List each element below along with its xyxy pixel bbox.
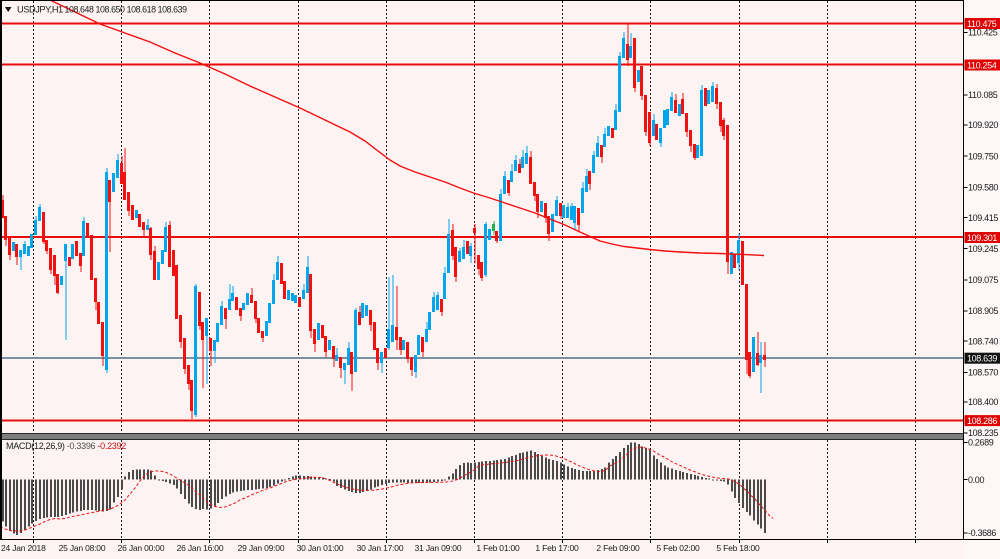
svg-text:109.580: 109.580 — [968, 183, 998, 193]
svg-text:0.00: 0.00 — [968, 475, 984, 485]
svg-text:24 Jan 2018: 24 Jan 2018 — [1, 543, 46, 553]
svg-text:30 Jan 17:00: 30 Jan 17:00 — [357, 543, 404, 553]
svg-text:110.475: 110.475 — [967, 19, 997, 29]
svg-text:109.245: 109.245 — [968, 244, 998, 254]
svg-text:29 Jan 09:00: 29 Jan 09:00 — [238, 543, 285, 553]
svg-text:109.301: 109.301 — [967, 233, 997, 243]
svg-text:109.415: 109.415 — [968, 213, 998, 223]
svg-text:MACD(12,26,9) -0.3396 -0.2392: MACD(12,26,9) -0.3396 -0.2392 — [6, 441, 126, 451]
svg-text:2 Feb 09:00: 2 Feb 09:00 — [596, 543, 640, 553]
svg-text:110.254: 110.254 — [967, 60, 997, 70]
svg-text:25 Jan 08:00: 25 Jan 08:00 — [59, 543, 106, 553]
svg-text:110.425: 110.425 — [968, 28, 998, 38]
svg-text:USDJPY,H1: USDJPY,H1 — [17, 4, 63, 14]
svg-text:-0.3686: -0.3686 — [968, 528, 996, 538]
svg-text:5 Feb 02:00: 5 Feb 02:00 — [656, 543, 700, 553]
svg-text:30 Jan 01:00: 30 Jan 01:00 — [297, 543, 344, 553]
svg-text:26 Jan 00:00: 26 Jan 00:00 — [118, 543, 165, 553]
svg-text:108.639: 108.639 — [967, 354, 997, 364]
svg-text:31 Jan 09:00: 31 Jan 09:00 — [415, 543, 462, 553]
svg-text:108.570: 108.570 — [968, 368, 998, 378]
svg-text:5 Feb 18:00: 5 Feb 18:00 — [716, 543, 760, 553]
svg-text:108.400: 108.400 — [968, 397, 998, 407]
svg-text:108.235: 108.235 — [968, 428, 998, 438]
svg-text:1 Feb 17:00: 1 Feb 17:00 — [535, 543, 579, 553]
svg-text:109.920: 109.920 — [968, 120, 998, 130]
svg-text:26 Jan 16:00: 26 Jan 16:00 — [177, 543, 224, 553]
svg-text:109.075: 109.075 — [968, 275, 998, 285]
svg-text:108.740: 108.740 — [968, 336, 998, 346]
svg-text:0.2689: 0.2689 — [968, 438, 994, 448]
svg-text:1 Feb 01:00: 1 Feb 01:00 — [476, 543, 520, 553]
svg-text:108.286: 108.286 — [967, 416, 997, 426]
svg-text:109.750: 109.750 — [968, 151, 998, 161]
svg-text:110.085: 110.085 — [968, 90, 998, 100]
svg-text:108.648 108.650 108.618 108.63: 108.648 108.650 108.618 108.639 — [65, 4, 188, 14]
svg-text:108.905: 108.905 — [968, 306, 998, 316]
